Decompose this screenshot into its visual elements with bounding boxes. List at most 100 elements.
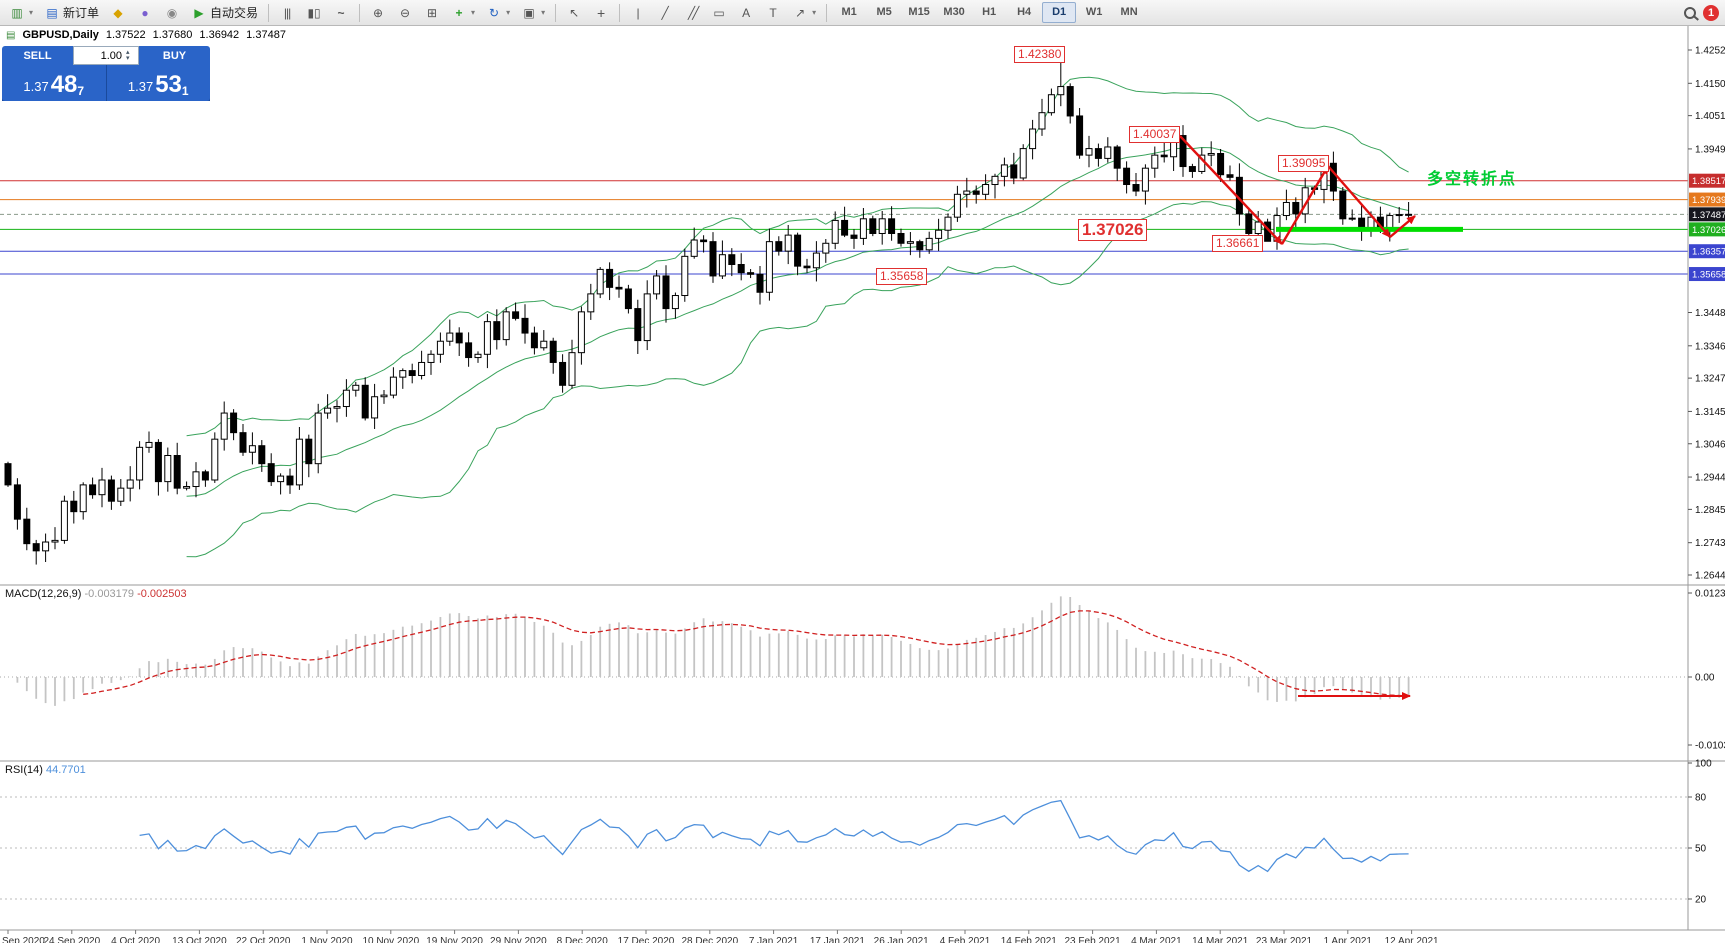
cursor-icon: ↖ — [569, 5, 580, 20]
ohlc-low: 1.36942 — [199, 29, 240, 41]
zoom-in-button[interactable]: ⊕ — [365, 1, 391, 24]
timeframe-m15[interactable]: M15 — [908, 6, 930, 18]
shapes-icon: ▭ — [713, 5, 725, 20]
svg-text:29 Nov 2020: 29 Nov 2020 — [490, 936, 547, 943]
chart-thumbnail-icon: ▤ — [6, 29, 16, 41]
chevron-down-icon: ▾ — [29, 8, 34, 17]
price-annotation: 1.42380 — [1014, 46, 1066, 63]
support-button[interactable]: ◉ — [159, 1, 185, 24]
search-icon[interactable] — [1684, 6, 1696, 19]
timeframe-mn[interactable]: MN — [1120, 6, 1138, 18]
symbol-info: ▤ GBPUSD,Daily 1.37522 1.37680 1.36942 1… — [6, 29, 286, 41]
svg-text:19 Nov 2020: 19 Nov 2020 — [426, 936, 483, 943]
rsi-value: 44.7701 — [45, 764, 86, 776]
svg-text:1.41500: 1.41500 — [1695, 79, 1725, 90]
label-tool-icon: T — [769, 5, 777, 20]
svg-text:1.28450: 1.28450 — [1695, 505, 1725, 516]
svg-text:1.40510: 1.40510 — [1695, 111, 1725, 122]
svg-text:1 Apr 2021: 1 Apr 2021 — [1324, 936, 1373, 943]
bar-chart-button[interactable]: ||| — [274, 1, 300, 24]
chart-window-icon: ▥ — [11, 5, 23, 20]
svg-text:1.38517: 1.38517 — [1692, 176, 1725, 187]
sell-button[interactable]: 1.37 48 7 — [2, 65, 106, 101]
timeframe-h4[interactable]: H4 — [1017, 6, 1032, 18]
rsi-indicator-label: RSI(14) 44.7701 — [5, 764, 86, 776]
zoom-out-icon: ⊖ — [400, 5, 411, 20]
volume-input[interactable] — [74, 48, 124, 63]
buy-button[interactable]: 1.37 53 1 — [106, 65, 210, 101]
sell-price-pips: 48 — [50, 71, 78, 98]
svg-text:26 Jan 2021: 26 Jan 2021 — [874, 936, 929, 943]
cursor-button[interactable]: ↖ — [561, 1, 587, 24]
timeframe-h1[interactable]: H1 — [982, 6, 997, 18]
chart-area[interactable]: 1.42520 1.41500 1.40510 1.39490 1.34480 1.334… — [0, 26, 1725, 943]
toolbar-separator — [268, 3, 270, 22]
tile-windows-button[interactable]: ⊞ — [419, 1, 445, 24]
macd-name: MACD(12,26,9) — [5, 588, 82, 600]
community-icon: ● — [141, 5, 149, 20]
vertical-line-icon: | — [636, 5, 640, 20]
timeframe-d1[interactable]: D1 — [1042, 2, 1077, 23]
trendline-button[interactable]: ╱ — [652, 1, 678, 24]
shapes-button[interactable]: ▭ — [706, 1, 732, 24]
sell-tab[interactable]: SELL — [2, 46, 73, 65]
new-order-icon: ▤ — [46, 5, 58, 20]
text-tool-icon: A — [742, 5, 751, 20]
timeframe-m5[interactable]: M5 — [876, 6, 892, 18]
notification-badge[interactable]: 1 — [1703, 4, 1719, 21]
trendline-icon: ╱ — [661, 5, 669, 20]
svg-text:1.30460: 1.30460 — [1695, 439, 1725, 450]
arrow-tools-button[interactable]: ↗ ▾ — [787, 1, 821, 24]
line-chart-button[interactable]: ~ — [328, 1, 354, 24]
templates-icon: ▣ — [523, 5, 535, 20]
svg-text:-0.010374: -0.010374 — [1695, 741, 1725, 752]
new-order-button[interactable]: ▤ 新订单 — [39, 2, 104, 23]
svg-text:0.00: 0.00 — [1695, 673, 1715, 684]
svg-text:1.26440: 1.26440 — [1695, 571, 1725, 582]
fibonacci-button[interactable]: ╱╱ — [679, 1, 705, 24]
svg-text:10 Nov 2020: 10 Nov 2020 — [362, 936, 419, 943]
svg-text:20: 20 — [1695, 895, 1707, 906]
tile-windows-icon: ⊞ — [427, 5, 438, 20]
indicators-button[interactable]: + ▾ — [446, 1, 480, 24]
svg-text:Sep 2020: Sep 2020 — [2, 936, 45, 943]
symbol-name: GBPUSD,Daily — [22, 29, 99, 41]
svg-text:1.33460: 1.33460 — [1695, 341, 1725, 352]
text-tool-button[interactable]: A — [733, 1, 759, 24]
label-tool-button[interactable]: T — [760, 1, 786, 24]
volume-control: ▴▾ — [73, 46, 139, 65]
metaeditor-button[interactable]: ◆ — [105, 1, 131, 24]
candle-chart-button[interactable]: ▮▯ — [301, 1, 327, 24]
toolbar-separator — [826, 3, 828, 22]
svg-text:1.27430: 1.27430 — [1695, 538, 1725, 549]
volume-down-icon[interactable]: ▾ — [126, 54, 130, 62]
templates-button[interactable]: ▣ ▾ — [516, 1, 550, 24]
svg-text:1.36357: 1.36357 — [1692, 247, 1725, 258]
svg-text:17 Jan 2021: 17 Jan 2021 — [810, 936, 865, 943]
fibonacci-icon: ╱╱ — [687, 5, 699, 20]
bar-chart-icon: ||| — [283, 5, 291, 20]
volume-up-icon[interactable]: ▴ — [126, 48, 130, 56]
refresh-button[interactable]: ↻ ▾ — [481, 1, 515, 24]
buy-tab[interactable]: BUY — [139, 46, 210, 65]
chart-window-button[interactable]: ▥ ▾ — [4, 1, 38, 24]
toolbar-separator — [619, 3, 621, 22]
chevron-down-icon: ▾ — [471, 8, 476, 17]
macd-indicator-label: MACD(12,26,9) -0.003179 -0.002503 — [5, 588, 187, 600]
timeframe-m1[interactable]: M1 — [841, 6, 857, 18]
timeframe-m30[interactable]: M30 — [943, 6, 965, 18]
community-button[interactable]: ● — [132, 1, 158, 24]
zoom-out-button[interactable]: ⊖ — [392, 1, 418, 24]
trend-note-text: 多空转折点 — [1427, 171, 1518, 188]
svg-text:28 Dec 2020: 28 Dec 2020 — [681, 936, 738, 943]
crosshair-button[interactable]: + — [588, 1, 614, 24]
indicators-icon: + — [455, 5, 463, 20]
autotrade-button[interactable]: ▶ 自动交易 — [186, 2, 263, 23]
vertical-line-button[interactable]: | — [625, 1, 651, 24]
svg-text:100: 100 — [1695, 759, 1712, 770]
timeframe-w1[interactable]: W1 — [1085, 6, 1103, 18]
price-annotation: 1.37026 — [1078, 219, 1148, 241]
buy-price-point: 1 — [181, 84, 189, 98]
macd-value-2: -0.002503 — [137, 588, 187, 600]
